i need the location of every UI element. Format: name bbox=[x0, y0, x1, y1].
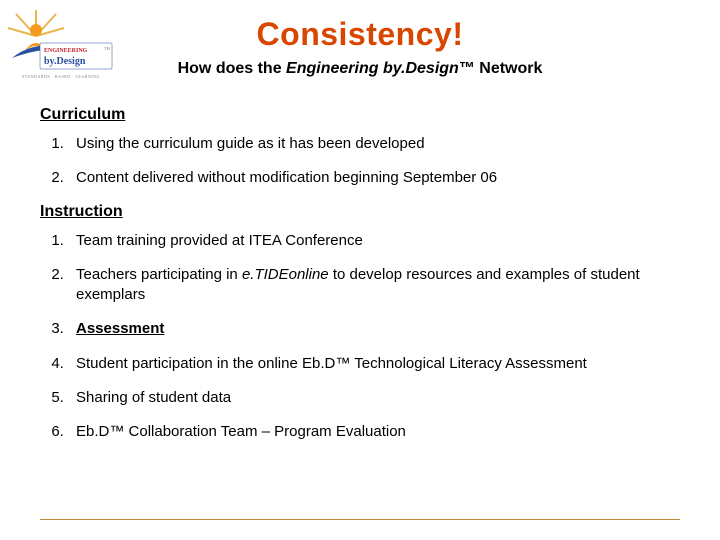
subtitle-suffix: ™ Network bbox=[459, 60, 543, 77]
instruction-list: Team training provided at ITEA Conferenc… bbox=[40, 231, 680, 443]
list-item: Assessment bbox=[68, 319, 680, 339]
item2-italic: e.TIDEonline bbox=[242, 266, 329, 283]
slide-title: Consistency! bbox=[0, 16, 720, 53]
section-heading-instruction: Instruction bbox=[40, 203, 680, 221]
subtitle-brand: Engineering by.Design bbox=[286, 60, 459, 77]
slide: ENGINEERING by.Design TM STANDARDS · BAS… bbox=[0, 0, 720, 540]
curriculum-list: Using the curriculum guide as it has bee… bbox=[40, 134, 680, 189]
list-item: Sharing of student data bbox=[68, 388, 680, 408]
assessment-label: Assessment bbox=[76, 320, 164, 337]
slide-content: Curriculum Using the curriculum guide as… bbox=[40, 100, 680, 456]
list-item: Teachers participating in e.TIDEonline t… bbox=[68, 265, 680, 306]
subtitle-prefix: How does the bbox=[178, 60, 286, 77]
list-item: Using the curriculum guide as it has bee… bbox=[68, 134, 680, 154]
divider-line bbox=[40, 519, 680, 520]
list-item: Student participation in the online Eb.D… bbox=[68, 354, 680, 374]
list-item: Team training provided at ITEA Conferenc… bbox=[68, 231, 680, 251]
list-item: Content delivered without modification b… bbox=[68, 168, 680, 188]
slide-subtitle: How does the Engineering by.Design™ Netw… bbox=[0, 60, 720, 78]
item2-pre: Teachers participating in bbox=[76, 266, 242, 283]
section-heading-curriculum: Curriculum bbox=[40, 106, 680, 124]
list-item: Eb.D™ Collaboration Team – Program Evalu… bbox=[68, 422, 680, 442]
